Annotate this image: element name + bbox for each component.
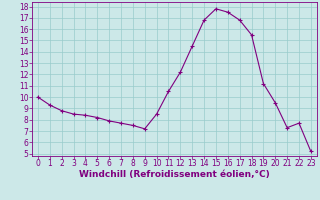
X-axis label: Windchill (Refroidissement éolien,°C): Windchill (Refroidissement éolien,°C) <box>79 170 270 179</box>
